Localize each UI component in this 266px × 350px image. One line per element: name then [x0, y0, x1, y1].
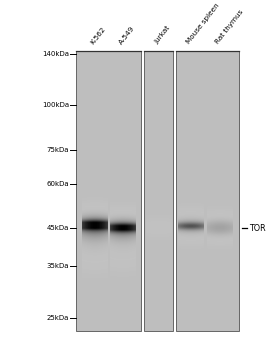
Text: 100kDa: 100kDa [42, 103, 69, 108]
Bar [76, 51, 141, 331]
Text: 45kDa: 45kDa [47, 225, 69, 231]
Text: K-562: K-562 [90, 26, 107, 46]
Text: Rat thymus: Rat thymus [215, 9, 245, 46]
Text: 25kDa: 25kDa [47, 315, 69, 321]
Text: 60kDa: 60kDa [47, 181, 69, 187]
Text: Jurkat: Jurkat [153, 25, 171, 46]
Text: TOR4A: TOR4A [249, 224, 266, 232]
Text: 140kDa: 140kDa [42, 51, 69, 57]
Text: Mouse spleen: Mouse spleen [185, 3, 221, 45]
Bar [176, 51, 239, 331]
Text: 75kDa: 75kDa [47, 147, 69, 153]
Bar [144, 51, 173, 331]
Text: A-549: A-549 [118, 25, 135, 46]
Text: 35kDa: 35kDa [47, 264, 69, 270]
